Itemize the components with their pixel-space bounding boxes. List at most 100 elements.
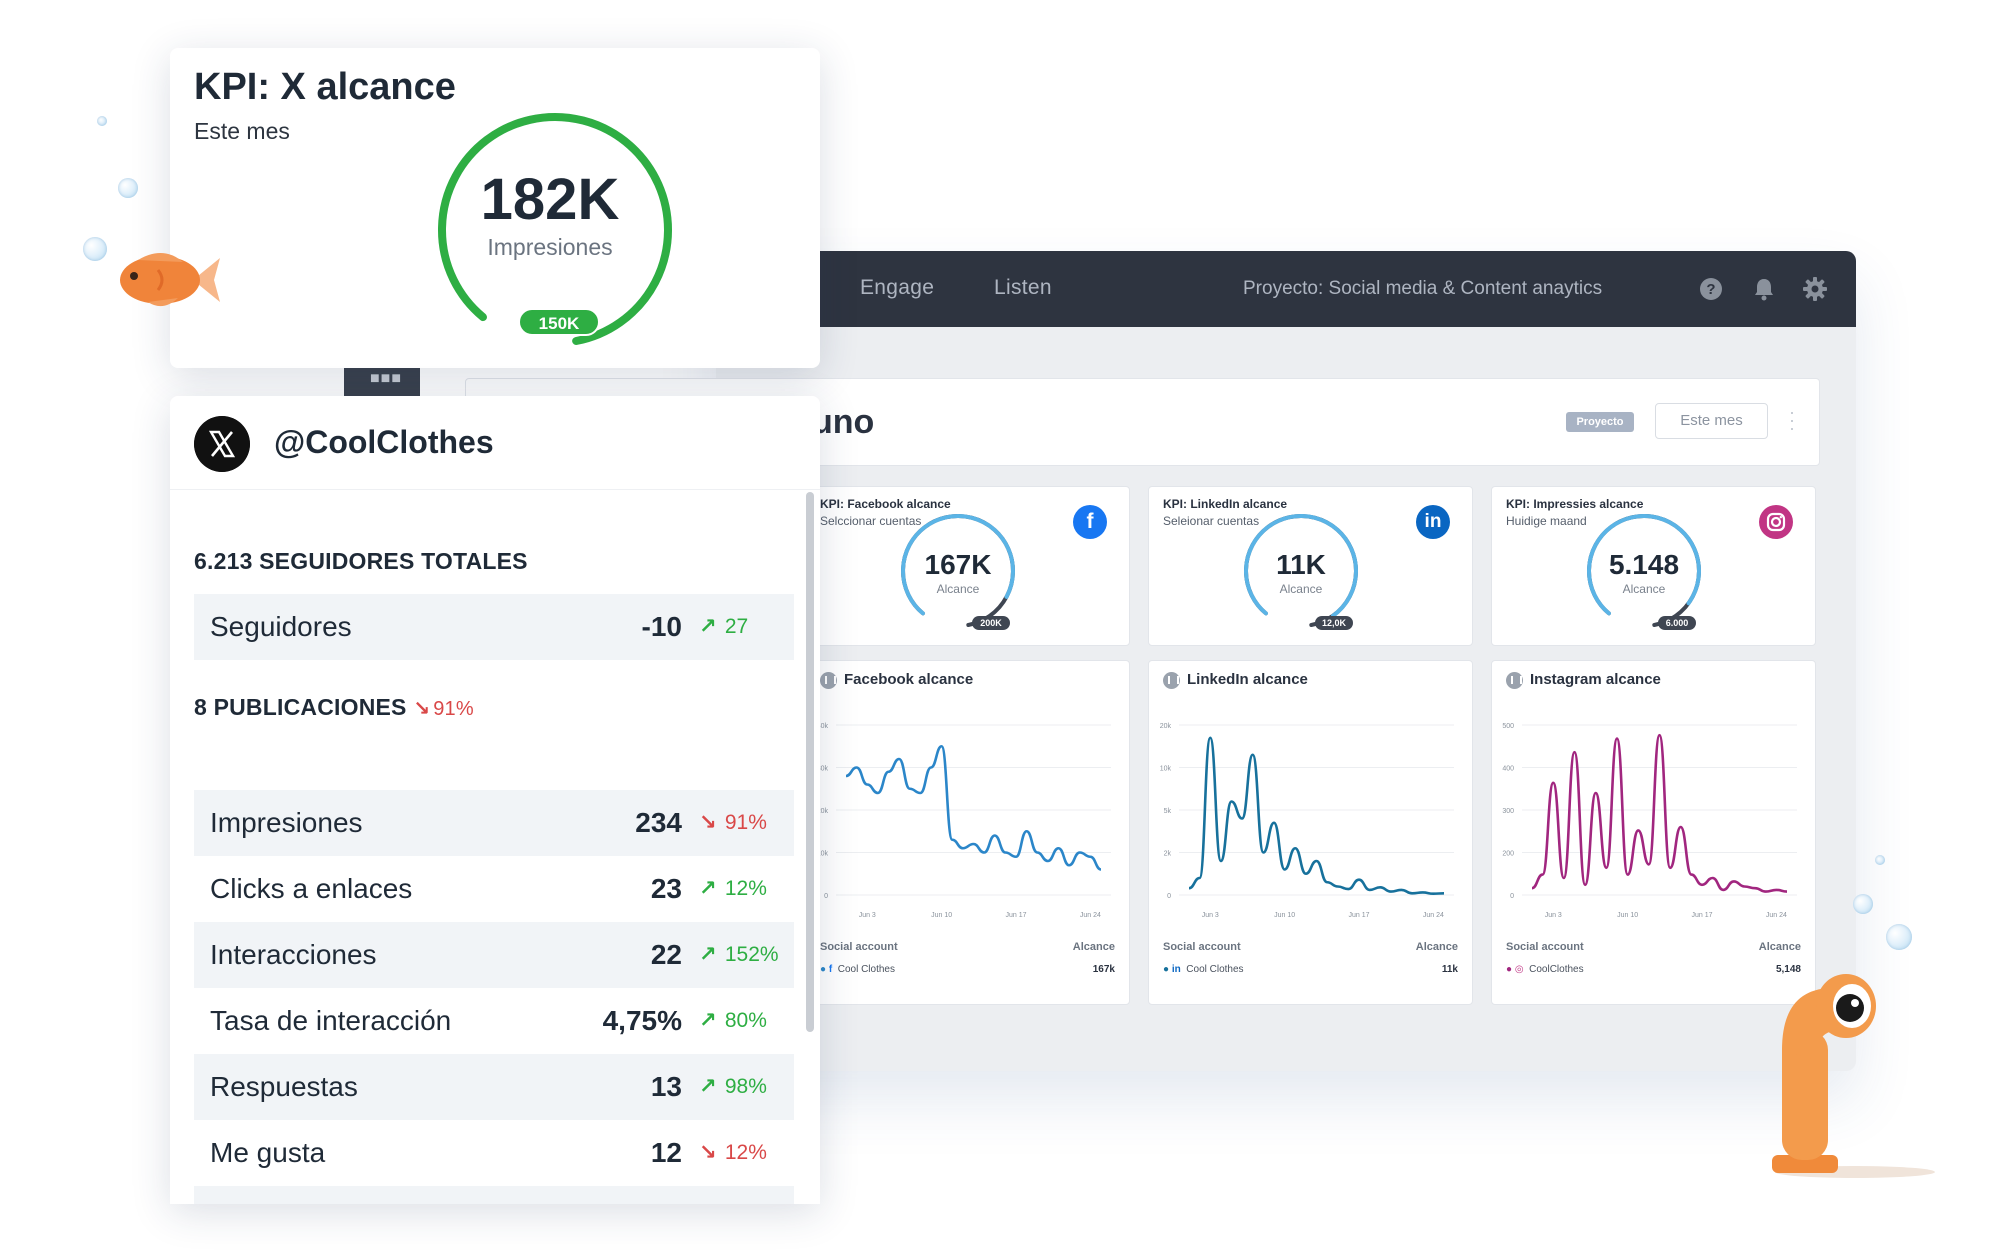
chart-icon [1163, 672, 1180, 689]
gear-icon[interactable] [1802, 276, 1828, 302]
gauge-progress [1244, 514, 1358, 618]
posts-delta: ↘ 91% [413, 698, 474, 720]
legend-header-metric: Alcance [1072, 941, 1115, 953]
metric-row: Clicks a enlaces 23 ↗ 12% [194, 856, 794, 922]
kpi-card-x: KPI: X alcance Este mes 182K Impresiones… [170, 48, 820, 368]
metric-row: Me gusta 12 ↘ 12% [194, 1120, 794, 1186]
metric-delta: ↗ 27 [699, 615, 749, 638]
metric-label: Clicks a enlaces [210, 873, 413, 904]
metric-value: 13 [650, 1071, 682, 1102]
legend-row: ● f Cool Clothes [820, 964, 895, 975]
chart-title: Instagram alcance [1530, 671, 1661, 688]
account-panel: @CoolClothes 6.213 SEGUIDORES TOTALES Se… [170, 396, 820, 1204]
top-navbar [716, 251, 1856, 327]
kpi-value: 182K [480, 167, 620, 232]
legend-value: 11k [1441, 964, 1458, 975]
kpi-target-badge [1658, 616, 1696, 630]
more-options-icon[interactable]: · · · [1789, 402, 1795, 438]
kpi-account-select[interactable]: Seleionar cuentas [1163, 514, 1260, 528]
x-tick-label: Jun 10 [1274, 912, 1295, 919]
kpi-card-linkedin: KPI: LinkedIn alcance Seleionar cuentas … [1148, 486, 1473, 646]
gauge-progress [1587, 514, 1701, 616]
bubble-decoration [1886, 924, 1912, 950]
kpi-card-facebook: KPI: Facebook alcance Selccionar cuentas… [805, 486, 1130, 646]
kpi-target-badge: 150K [518, 308, 600, 336]
trend-up-icon: ↗ [699, 1075, 717, 1098]
kpi-target-label: 12,0K [1322, 618, 1347, 628]
scrollbar[interactable] [806, 492, 814, 1032]
help-icon[interactable]: ? [1698, 276, 1724, 302]
kpi-title: KPI: Facebook alcance [820, 497, 951, 511]
metric-delta: ↗ 80% [699, 1009, 767, 1032]
account-handle: @CoolClothes [274, 424, 494, 460]
kpi-account-select[interactable]: Selccionar cuentas [820, 514, 922, 528]
metric-label: Tasa de interacción [210, 1005, 452, 1036]
apps-grid-button[interactable]: ■■■ [344, 362, 420, 400]
kpi-title: KPI: X alcance [194, 66, 456, 108]
trend-up-icon: ↗ [699, 877, 717, 900]
nav-listen[interactable]: Listen [994, 276, 1052, 299]
x-logo-icon [194, 416, 250, 472]
legend-row: ● in Cool Clothes [1163, 964, 1244, 975]
linkedin-icon: in [1416, 505, 1450, 539]
y-tick-label: 200 [1502, 851, 1514, 858]
metric-delta: ↘ 12% [699, 1141, 767, 1164]
project-selector[interactable]: Proyecto: Social media & Content anaytic… [1243, 278, 1603, 299]
y-tick-label: 10k [817, 851, 829, 858]
y-tick-label: 300 [1502, 808, 1514, 815]
metric-row: Impresiones 234 ↘ 91% [194, 790, 794, 856]
line-chart: 500 400 300 200 0 Jun 3 Jun 10 Jun 17 Jun 24 [1502, 723, 1797, 919]
metric-label: Interacciones [210, 939, 377, 970]
legend-header-metric: Alcance [1415, 941, 1458, 953]
bubble-decoration [83, 237, 107, 261]
metric-delta: ↗ 152% [699, 943, 779, 966]
kpi-account-select[interactable]: Huidige maand [1506, 514, 1587, 528]
y-tick-label: 10k [1160, 766, 1172, 773]
series-line [1188, 736, 1445, 896]
legend-header-metric: Alcance [1758, 941, 1801, 953]
period-select[interactable]: Este mes [1655, 403, 1768, 439]
y-tick-label: 500 [1502, 723, 1514, 730]
metric-row: Respuestas 13 ↗ 98% [194, 1054, 794, 1120]
y-tick-label: 40k [817, 723, 829, 730]
kpi-gauge [438, 113, 672, 345]
metric-row: Tasa de interacción 4,75% ↗ 80% [194, 988, 794, 1054]
y-tick-label: 2k [1164, 851, 1172, 858]
metric-label: Reposts [210, 1203, 313, 1204]
trend-down-icon: ↘ [699, 811, 717, 834]
bubble-decoration [118, 178, 138, 198]
trend-up-icon: ↗ [699, 1009, 717, 1032]
trend-down-icon: ↘ [413, 698, 431, 720]
metric-delta: ↘ 91% [699, 811, 767, 834]
chart-title: Facebook alcance [844, 671, 974, 688]
bubble-decoration [97, 116, 107, 126]
kpi-gauge: 167K Alcance 200K [901, 514, 1015, 630]
metric-row-followers: Seguidores -10 ↗ 27 [194, 594, 794, 660]
facebook-icon: f [828, 964, 833, 975]
line-chart: 20k 10k 5k 2k 0 Jun 3 Jun 10 Jun 17 Jun 24 [1160, 723, 1454, 919]
kpi-target-badge [972, 616, 1010, 630]
metric-value: 22 [650, 939, 682, 970]
metric-row: Reposts32↘ 9% [194, 1186, 794, 1204]
y-tick-label: 20k [1160, 723, 1172, 730]
y-tick-label: 5k [1164, 808, 1172, 815]
x-tick-label: Jun 24 [1080, 912, 1101, 919]
metric-label: Respuestas [210, 1071, 358, 1102]
kpi-period: Este mes [194, 118, 290, 144]
svg-text:?: ? [1706, 281, 1715, 298]
bell-icon[interactable] [1751, 276, 1777, 302]
metric-value: 234 [635, 807, 682, 838]
nav-engage[interactable]: Engage [860, 276, 935, 299]
chart-card-linkedin: LinkedIn alcance 20k 10k 5k 2k 0 Jun 3 Jun 10 J… [1148, 660, 1473, 1005]
fish-illustration [120, 252, 220, 307]
x-tick-label: Jun 17 [1348, 912, 1369, 919]
gauge-progress [901, 514, 1015, 616]
metric-label: Me gusta [210, 1137, 326, 1168]
y-tick-label: 0 [824, 893, 828, 900]
kpi-title: KPI: Impressies alcance [1506, 497, 1644, 511]
kpi-gauge: 11K Alcance 12,0K [1244, 514, 1358, 630]
trend-down-icon: ↘ [699, 1141, 717, 1164]
metric-row: Interacciones 22 ↗ 152% [194, 922, 794, 988]
dashboard-title: uno [812, 403, 875, 441]
metric-label: Seguidores [210, 611, 352, 642]
